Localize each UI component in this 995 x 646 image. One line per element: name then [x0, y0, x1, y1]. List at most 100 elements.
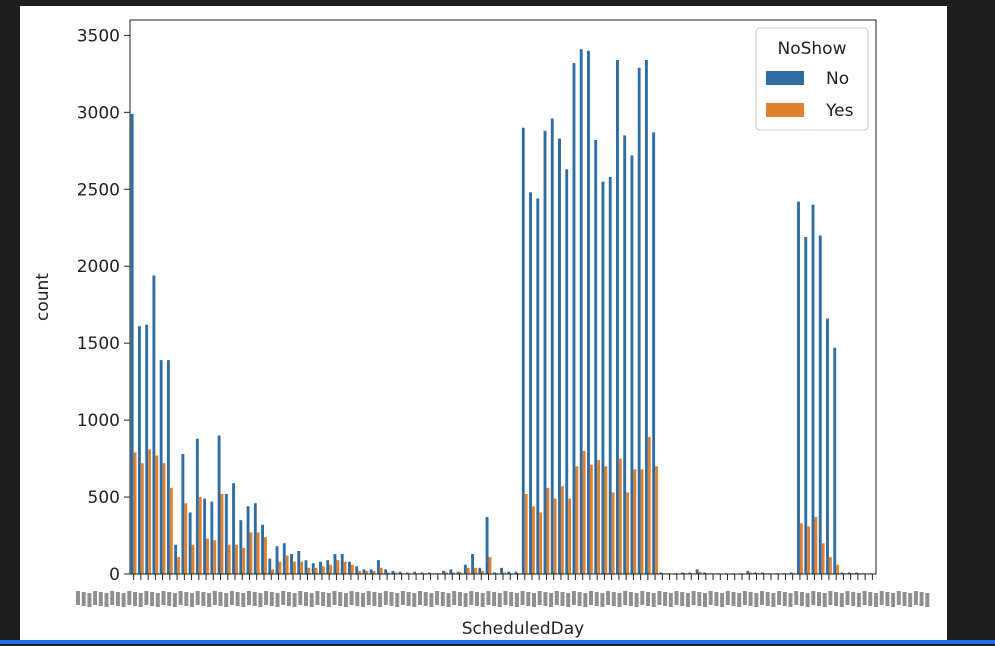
y-tick-label: 0	[109, 565, 120, 585]
bar-yes-30	[351, 565, 354, 574]
bar-yes-69	[633, 469, 636, 574]
bar-no-49	[486, 517, 489, 574]
bar-no-31	[355, 566, 358, 574]
bar-yes-8	[192, 545, 195, 574]
bar-yes-72	[655, 466, 658, 574]
bar-no-34	[377, 560, 380, 574]
bar-no-64	[594, 140, 597, 574]
bar-yes-65	[604, 466, 607, 574]
bar-no-68	[623, 135, 626, 574]
bar-no-54	[522, 128, 525, 574]
bar-no-92	[797, 202, 800, 574]
bar-no-28	[334, 554, 337, 574]
y-tick-label: 3500	[77, 26, 120, 46]
bar-yes-46	[467, 568, 470, 574]
bar-yes-25	[315, 568, 318, 574]
bar-no-8	[189, 512, 192, 574]
bar-no-62	[580, 49, 583, 574]
y-tick-label: 2000	[77, 257, 120, 277]
bar-yes-1	[141, 463, 144, 574]
bar-no-78	[696, 569, 699, 574]
x-axis	[76, 574, 929, 607]
bar-no-46	[464, 565, 467, 574]
bar-no-10	[203, 499, 206, 574]
bar-no-27	[326, 560, 329, 574]
legend-title: NoShow	[778, 39, 847, 59]
bar-no-3	[152, 275, 155, 574]
bar-yes-26	[322, 566, 325, 574]
bar-no-51	[500, 568, 503, 574]
bar-yes-56	[539, 512, 542, 574]
bar-no-30	[348, 562, 351, 574]
bar-yes-7	[184, 503, 187, 574]
bar-no-25	[312, 563, 315, 574]
bar-no-94	[812, 205, 815, 574]
bar-yes-94	[814, 517, 817, 574]
bar-no-95	[819, 235, 822, 574]
bar-yes-67	[619, 459, 622, 574]
bar-yes-62	[583, 451, 586, 574]
bar-no-24	[305, 560, 308, 574]
bar-no-59	[558, 138, 561, 574]
bar-no-47	[471, 554, 474, 574]
bar-no-2	[145, 325, 148, 574]
bar-yes-5	[170, 488, 173, 574]
bar-yes-24	[307, 568, 310, 574]
x-axis-label: ScheduledDay	[462, 619, 584, 639]
bar-yes-49	[489, 557, 492, 574]
bar-no-4	[160, 360, 163, 574]
legend-swatch-yes	[766, 103, 804, 117]
bar-yes-28	[336, 560, 339, 574]
bar-no-66	[609, 177, 612, 574]
bar-yes-34	[380, 568, 383, 574]
bar-yes-0	[134, 452, 137, 574]
bar-yes-4	[163, 463, 166, 574]
bar-no-96	[826, 319, 829, 574]
bar-no-1	[138, 326, 141, 574]
bar-no-61	[573, 63, 576, 574]
bar-yes-10	[206, 539, 209, 574]
bar-no-21	[283, 543, 286, 574]
bar-yes-71	[648, 437, 651, 574]
bar-no-35	[384, 569, 387, 574]
bar-yes-97	[836, 565, 839, 574]
legend-swatch-no	[766, 71, 804, 85]
bar-yes-9	[199, 497, 202, 574]
bar-yes-54	[525, 494, 528, 574]
bar-no-60	[565, 169, 568, 574]
bar-no-19	[268, 559, 271, 574]
bar-no-22	[290, 554, 293, 574]
bar-yes-68	[626, 492, 629, 574]
bar-no-57	[544, 131, 547, 574]
bar-yes-55	[532, 506, 535, 574]
bar-yes-20	[278, 562, 281, 574]
bar-no-44	[449, 569, 452, 574]
bar-yes-63	[590, 465, 593, 574]
bar-yes-64	[597, 460, 600, 574]
bar-yes-16	[250, 532, 253, 574]
bar-yes-11	[213, 540, 216, 574]
bar-yes-3	[155, 456, 158, 574]
bar-yes-13	[228, 545, 231, 574]
bar-no-56	[536, 199, 539, 574]
legend-label-no: No	[826, 69, 849, 89]
bar-no-0	[131, 114, 134, 574]
legend-label-yes: Yes	[825, 101, 854, 121]
bar-no-97	[833, 348, 836, 574]
bar-yes-61	[575, 466, 578, 574]
bar-no-65	[602, 182, 605, 574]
bar-no-18	[261, 525, 264, 574]
y-tick-label: 1500	[77, 334, 120, 354]
bar-yes-95	[822, 543, 825, 574]
bar-no-6	[174, 545, 177, 574]
bar-yes-29	[344, 562, 347, 574]
bar-yes-17	[257, 532, 260, 574]
y-tick-label: 1000	[77, 411, 120, 431]
bar-no-17	[254, 503, 257, 574]
bar-yes-23	[300, 562, 303, 574]
bar-yes-66	[612, 492, 615, 574]
bar-no-11	[210, 502, 213, 574]
bar-no-72	[652, 132, 655, 574]
bar-yes-93	[807, 526, 810, 574]
